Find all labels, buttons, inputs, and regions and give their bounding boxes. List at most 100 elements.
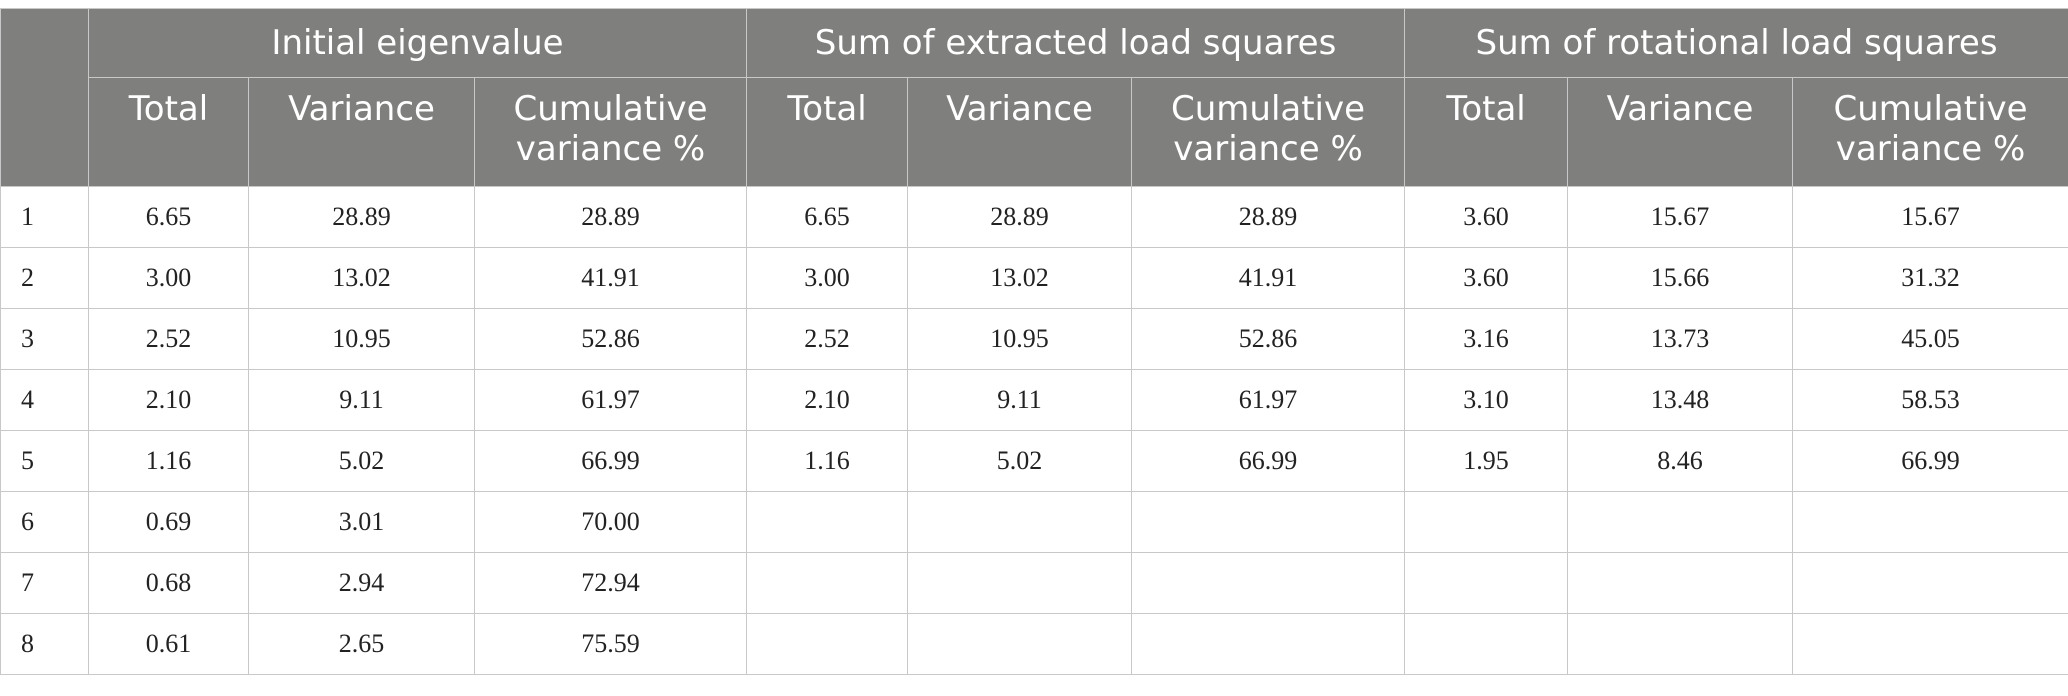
table-cell: 41.91 — [1131, 247, 1406, 309]
table-cell — [1792, 491, 2068, 553]
row-label-cell: 6 — [0, 491, 89, 553]
table-cell: 72.94 — [473, 552, 748, 614]
col-header-variance: Variance — [248, 77, 475, 187]
table-cell — [1131, 552, 1406, 614]
table-cell — [1792, 613, 2068, 675]
group-header-initial-eigenvalue: Initial eigenvalue — [87, 8, 748, 78]
table-cell: 3.00 — [746, 247, 909, 309]
group-header-extracted-load-squares: Sum of extracted load squares — [746, 8, 1406, 78]
table-cell — [746, 552, 909, 614]
table-row: 2 3.00 13.02 41.91 3.00 13.02 41.91 3.60… — [0, 247, 2068, 309]
table-cell — [907, 491, 1133, 553]
row-label-cell: 1 — [0, 186, 89, 248]
table-cell: 75.59 — [473, 613, 748, 675]
col-header-total: Total — [1404, 77, 1569, 187]
table-cell: 10.95 — [248, 308, 475, 370]
table-row: 1 6.65 28.89 28.89 6.65 28.89 28.89 3.60… — [0, 186, 2068, 248]
table-cell: 3.00 — [88, 247, 249, 309]
table-cell — [907, 613, 1133, 675]
row-label-cell: 4 — [0, 369, 89, 431]
table-cell: 1.16 — [88, 430, 249, 492]
table-row: 4 2.10 9.11 61.97 2.10 9.11 61.97 3.10 1… — [0, 369, 2068, 431]
table-cell — [746, 491, 909, 553]
row-label-cell: 8 — [0, 613, 89, 675]
table-cell: 15.67 — [1567, 186, 1794, 248]
table-cell — [1792, 552, 2068, 614]
table-cell: 52.86 — [473, 308, 748, 370]
table-cell — [1131, 613, 1406, 675]
table-cell — [1567, 552, 1794, 614]
table-cell: 28.89 — [907, 186, 1133, 248]
col-header-total: Total — [88, 77, 249, 187]
table-cell: 9.11 — [248, 369, 475, 431]
table-cell: 61.97 — [473, 369, 748, 431]
row-label-cell: 7 — [0, 552, 89, 614]
table-cell: 6.65 — [746, 186, 909, 248]
table-cell: 15.67 — [1792, 186, 2068, 248]
table-cell — [1567, 491, 1794, 553]
table-cell: 13.48 — [1567, 369, 1794, 431]
table-cell: 52.86 — [1131, 308, 1406, 370]
table-cell: 3.10 — [1404, 369, 1569, 431]
table-cell — [1567, 613, 1794, 675]
table-cell: 13.02 — [907, 247, 1133, 309]
table-cell: 2.52 — [88, 308, 249, 370]
col-header-variance: Variance — [1567, 77, 1794, 187]
table-cell: 66.99 — [1131, 430, 1406, 492]
table-cell: 3.60 — [1404, 247, 1569, 309]
table-cell: 58.53 — [1792, 369, 2068, 431]
table-row: 8 0.61 2.65 75.59 — [0, 613, 2068, 675]
table-cell: 2.10 — [88, 369, 249, 431]
table-cell: 3.60 — [1404, 186, 1569, 248]
row-label-cell: 5 — [0, 430, 89, 492]
table-cell — [1404, 613, 1569, 675]
table-row: 5 1.16 5.02 66.99 1.16 5.02 66.99 1.95 8… — [0, 430, 2068, 492]
table-row: 6 0.69 3.01 70.00 — [0, 491, 2068, 553]
table-cell: 45.05 — [1792, 308, 2068, 370]
row-label-cell: 2 — [0, 247, 89, 309]
table-cell: 28.89 — [1131, 186, 1406, 248]
table-cell: 31.32 — [1792, 247, 2068, 309]
table-cell — [1404, 491, 1569, 553]
col-header-variance: Variance — [907, 77, 1133, 187]
table-cell — [907, 552, 1133, 614]
table-cell: 13.02 — [248, 247, 475, 309]
table-cell — [1404, 552, 1569, 614]
col-header-total: Total — [746, 77, 909, 187]
table-cell — [1131, 491, 1406, 553]
table-cell: 0.68 — [88, 552, 249, 614]
table-cell: 8.46 — [1567, 430, 1794, 492]
table-cell: 13.73 — [1567, 308, 1794, 370]
table-cell: 3.01 — [248, 491, 475, 553]
table-cell: 2.10 — [746, 369, 909, 431]
col-header-cumulative-variance: Cumulative variance % — [473, 77, 748, 187]
table-cell: 3.16 — [1404, 308, 1569, 370]
corner-header-cell — [0, 8, 89, 187]
table-cell: 9.11 — [907, 369, 1133, 431]
table-cell: 2.65 — [248, 613, 475, 675]
table-cell: 1.95 — [1404, 430, 1569, 492]
table-cell: 5.02 — [248, 430, 475, 492]
table-cell: 66.99 — [1792, 430, 2068, 492]
table-cell: 1.16 — [746, 430, 909, 492]
row-label-cell: 3 — [0, 308, 89, 370]
table-cell: 15.66 — [1567, 247, 1794, 309]
table-cell — [746, 613, 909, 675]
eigenvalue-table: Initial eigenvalue Sum of extracted load… — [0, 8, 2068, 675]
table-cell: 6.65 — [88, 186, 249, 248]
table-cell: 41.91 — [473, 247, 748, 309]
table-cell: 5.02 — [907, 430, 1133, 492]
table-cell: 66.99 — [473, 430, 748, 492]
table-cell: 0.61 — [88, 613, 249, 675]
group-header-rotational-load-squares: Sum of rotational load squares — [1404, 8, 2068, 78]
table-cell: 61.97 — [1131, 369, 1406, 431]
table-row: 7 0.68 2.94 72.94 — [0, 552, 2068, 614]
table-cell: 70.00 — [473, 491, 748, 553]
col-header-cumulative-variance: Cumulative variance % — [1131, 77, 1406, 187]
table-cell: 10.95 — [907, 308, 1133, 370]
table-cell: 2.94 — [248, 552, 475, 614]
table-row: 3 2.52 10.95 52.86 2.52 10.95 52.86 3.16… — [0, 308, 2068, 370]
table-cell: 28.89 — [248, 186, 475, 248]
table-cell: 0.69 — [88, 491, 249, 553]
table-cell: 2.52 — [746, 308, 909, 370]
